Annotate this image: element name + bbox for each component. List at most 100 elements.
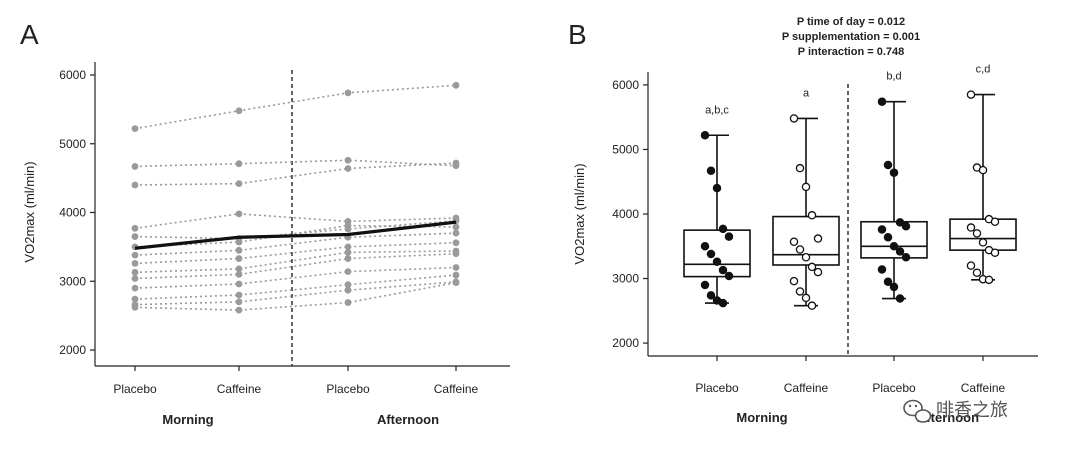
subject-point (131, 259, 139, 267)
subject-point (235, 270, 243, 278)
subject-point (235, 291, 243, 299)
subject-line (134, 162, 457, 186)
stat-time-of-day: P time of day = 0.012 (797, 16, 905, 28)
data-point (972, 268, 982, 277)
data-point (706, 166, 716, 176)
box-group: a (772, 87, 840, 310)
data-point (966, 90, 976, 99)
y-tick-label: 5000 (612, 142, 639, 156)
subject-point (131, 181, 139, 189)
data-point (877, 265, 887, 274)
watermark: 啡香之旅 (903, 399, 1008, 423)
data-point (984, 275, 994, 285)
data-point (700, 242, 710, 251)
stat-interaction: P interaction = 0.748 (798, 46, 905, 58)
data-point (889, 282, 899, 292)
data-point (972, 229, 982, 238)
data-point (724, 271, 734, 281)
y-tick-label: 6000 (59, 68, 86, 82)
data-point (807, 301, 817, 310)
subject-point (235, 246, 243, 254)
x-tick-label: Caffeine (961, 381, 1006, 395)
panel-b-letter: B (568, 19, 587, 50)
subject-point (235, 180, 243, 188)
data-point (795, 245, 805, 254)
panel-a-letter: A (20, 19, 39, 50)
y-tick-label: 2000 (612, 336, 639, 350)
subject-point (235, 298, 243, 306)
data-point (990, 217, 1000, 226)
y-tick-label: 4000 (612, 207, 639, 221)
data-point (813, 234, 823, 243)
data-point (883, 277, 893, 287)
data-point (883, 232, 893, 242)
data-point (718, 265, 728, 275)
subject-point (131, 251, 139, 259)
subject-line (134, 281, 457, 306)
subject-point (452, 229, 460, 237)
panel-a-y-ticks: 2000 3000 4000 5000 6000 (59, 68, 95, 357)
y-tick-label: 6000 (612, 78, 639, 92)
subject-point (452, 223, 460, 231)
box-group: c,d (949, 64, 1017, 285)
data-point (789, 237, 799, 247)
subject-point (235, 107, 243, 115)
data-point (807, 262, 817, 272)
significance-label: b,d (886, 71, 901, 83)
stat-supplementation: P supplementation = 0.001 (782, 31, 920, 43)
wechat-icon (903, 399, 932, 423)
subject-point (452, 264, 460, 271)
significance-label: a,b,c (705, 104, 729, 116)
data-point (813, 267, 823, 277)
data-point (801, 182, 811, 192)
data-point (700, 280, 710, 290)
data-point (990, 248, 1000, 257)
data-point (795, 287, 805, 296)
significance-label: c,d (976, 64, 991, 76)
panel-b-group-afternoon: Afternoon (917, 410, 979, 425)
data-point (795, 163, 805, 173)
data-point (801, 293, 811, 303)
data-point (718, 298, 728, 308)
subject-point (452, 159, 460, 167)
subject-point (131, 303, 139, 311)
subject-point (344, 286, 352, 294)
data-point (789, 114, 799, 123)
subject-point (235, 306, 243, 314)
subject-point (131, 163, 139, 170)
subject-point (344, 156, 352, 164)
subject-point (131, 233, 139, 240)
subject-line (134, 84, 457, 130)
data-point (877, 97, 887, 106)
subject-point (344, 248, 352, 256)
subject-point (452, 81, 460, 89)
subject-point (235, 210, 243, 218)
subject-point (452, 279, 460, 287)
panel-b-y-ticks: 2000 3000 4000 5000 6000 (612, 78, 648, 350)
panel-b-boxes: a,b,c a b,d c,d (683, 64, 1017, 310)
subject-point (131, 275, 139, 282)
subject-point (235, 280, 243, 288)
panel-a-ylabel: VO2max (ml/min) (22, 161, 37, 262)
panel-a-group-morning: Morning (162, 412, 213, 427)
box-iqr (683, 229, 751, 278)
subject-point (344, 299, 352, 306)
subject-point (452, 239, 460, 247)
mean-line (134, 220, 457, 250)
subject-point (344, 268, 352, 276)
data-point (883, 160, 893, 170)
panel-a-mean-line (134, 220, 457, 250)
subject-point (344, 243, 352, 251)
data-point (978, 165, 988, 175)
x-tick-label: Caffeine (434, 382, 479, 396)
subject-point (344, 165, 352, 172)
x-tick-label: Caffeine (217, 382, 262, 396)
data-point (789, 276, 799, 286)
panel-b-ylabel: VO2max (ml/min) (572, 163, 587, 264)
data-point (895, 218, 905, 227)
subject-point (344, 222, 352, 229)
subject-line (134, 252, 457, 280)
x-tick-label: Caffeine (784, 381, 829, 395)
data-point (895, 294, 905, 303)
